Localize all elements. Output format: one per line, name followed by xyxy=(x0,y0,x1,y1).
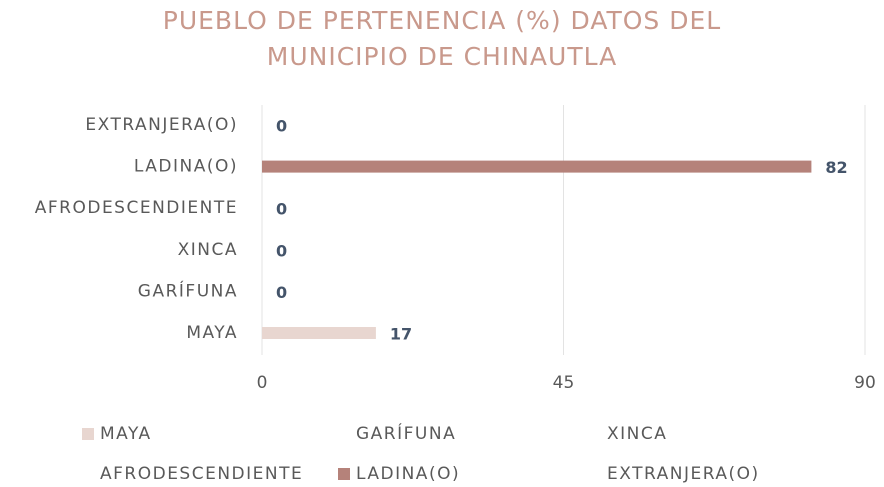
data-label: 0 xyxy=(276,200,287,219)
legend-swatch xyxy=(82,428,94,440)
x-tick-label: 45 xyxy=(553,373,575,393)
x-tick-label: 0 xyxy=(257,373,268,393)
bar xyxy=(262,327,376,339)
data-label: 0 xyxy=(276,283,287,302)
bar xyxy=(262,160,812,173)
y-tick-label: GARÍFUNA xyxy=(138,279,238,301)
legend-label: EXTRANJERA(O) xyxy=(607,464,760,484)
y-tick-label: LADINA(O) xyxy=(134,157,238,177)
legend-label: AFRODESCENDIENTE xyxy=(100,464,303,484)
x-tick-label: 90 xyxy=(854,373,876,393)
chart-title: MUNICIPIO DE CHINAUTLA xyxy=(267,42,617,71)
y-tick-label: AFRODESCENDIENTE xyxy=(35,198,238,218)
data-label: 0 xyxy=(276,117,287,136)
y-tick-label: MAYA xyxy=(186,323,238,343)
chart-title: PUEBLO DE PERTENENCIA (%) DATOS DEL xyxy=(163,6,721,35)
legend-label: XINCA xyxy=(607,424,667,444)
data-label: 82 xyxy=(825,158,847,177)
y-tick-label: EXTRANJERA(O) xyxy=(85,115,238,135)
legend-swatch xyxy=(338,468,350,480)
data-label: 17 xyxy=(390,325,412,344)
legend-label: MAYA xyxy=(100,424,152,444)
legend-label: LADINA(O) xyxy=(356,464,460,484)
y-tick-label: XINCA xyxy=(178,240,238,260)
data-label: 0 xyxy=(276,241,287,260)
legend-label: GARÍFUNA xyxy=(356,422,456,444)
